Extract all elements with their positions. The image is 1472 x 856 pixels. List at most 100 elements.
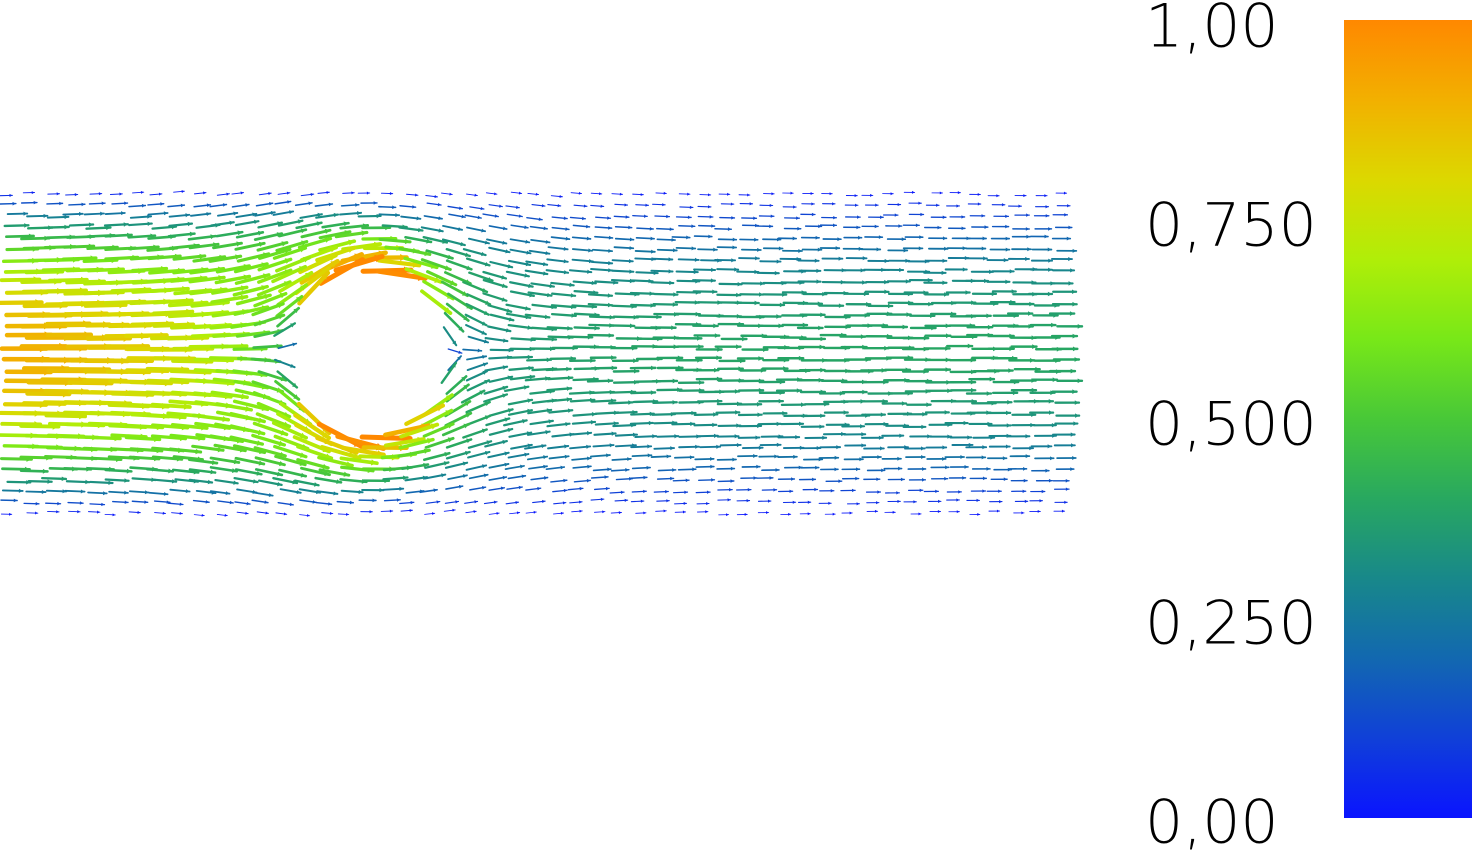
- vector-arrow: [229, 424, 266, 436]
- arrow-head: [269, 201, 273, 206]
- arrow-head: [529, 374, 535, 380]
- arrow-head: [268, 191, 272, 196]
- vector-arrow: [234, 241, 266, 251]
- arrow-head: [100, 211, 104, 216]
- arrow-head: [927, 277, 932, 283]
- arrow-head: [774, 454, 779, 459]
- arrow-head: [936, 203, 940, 207]
- arrow-head: [543, 455, 548, 460]
- arrow-head: [782, 411, 787, 416]
- arrow-head: [710, 464, 714, 469]
- arrow-head: [1070, 368, 1075, 374]
- arrow-head: [233, 459, 239, 465]
- arrow-head: [12, 201, 16, 206]
- arrow-head: [520, 464, 524, 469]
- arrow-head: [613, 421, 618, 426]
- arrow-head: [508, 317, 514, 322]
- arrow-head: [698, 344, 703, 349]
- arrow-head: [549, 283, 554, 289]
- arrow-head: [746, 499, 750, 503]
- arrow-head: [1072, 301, 1077, 307]
- arrow-head: [205, 500, 210, 504]
- arrow-head: [942, 280, 947, 285]
- arrow-head: [945, 465, 949, 470]
- vector-arrow: [334, 230, 369, 239]
- arrow-head: [88, 222, 94, 227]
- arrow-head: [884, 279, 889, 285]
- vector-arrow: [275, 255, 312, 273]
- arrow-head: [23, 211, 28, 216]
- arrow-head: [158, 192, 162, 196]
- arrow-head: [389, 191, 393, 196]
- vector-arrow: [318, 257, 366, 286]
- vector-arrow: [297, 270, 331, 306]
- arrow-head: [35, 501, 39, 506]
- arrow-head: [526, 250, 531, 255]
- arrow-head: [529, 292, 534, 298]
- vector-arrow: [272, 246, 308, 260]
- arrow-head: [119, 192, 123, 196]
- arrow-head: [257, 429, 264, 436]
- arrow-head: [567, 408, 573, 413]
- arrow-head: [801, 402, 806, 407]
- arrow-head: [1003, 477, 1008, 482]
- vector-arrow: [254, 456, 286, 467]
- vector-arrow: [84, 435, 122, 441]
- arrow-head: [434, 276, 441, 283]
- arrow-head: [1021, 511, 1025, 515]
- arrow-head: [507, 264, 513, 269]
- arrow-head: [484, 401, 490, 407]
- arrow-head: [306, 514, 310, 517]
- arrow-head: [643, 489, 647, 494]
- arrow-head: [518, 191, 522, 195]
- arrow-head: [838, 256, 843, 261]
- arrow-head: [300, 472, 306, 478]
- arrow-head: [836, 445, 841, 450]
- arrow-head: [482, 362, 488, 367]
- arrow-head: [499, 204, 503, 208]
- vector-arrow: [383, 437, 426, 448]
- arrow-head: [484, 240, 489, 245]
- arrow-head: [880, 446, 884, 451]
- arrow-head: [185, 489, 190, 494]
- arrow-head: [695, 444, 699, 449]
- arrow-head: [144, 490, 149, 495]
- arrow-head: [854, 194, 858, 198]
- arrow-head: [482, 354, 487, 359]
- arrow-head: [607, 467, 611, 472]
- arrow-head: [1022, 489, 1026, 493]
- arrow-head: [708, 234, 712, 239]
- arrow-head: [366, 191, 370, 195]
- arrow-head: [276, 232, 282, 238]
- arrow-head: [653, 270, 658, 276]
- arrow-head: [758, 445, 763, 450]
- arrow-head: [928, 301, 933, 307]
- arrow-head: [815, 235, 820, 240]
- arrow-head: [878, 435, 883, 440]
- arrow-head: [567, 326, 572, 331]
- arrow-head: [565, 227, 569, 231]
- arrow-head: [819, 344, 824, 350]
- arrow-head: [328, 202, 333, 207]
- arrow-head: [435, 405, 443, 412]
- vector-arrow: [293, 413, 332, 441]
- arrow-head: [431, 512, 435, 516]
- vector-arrow: [399, 422, 440, 439]
- arrow-head: [551, 337, 556, 342]
- vector-arrow: [298, 253, 338, 275]
- arrow-head: [1005, 214, 1009, 219]
- arrow-head: [462, 461, 468, 466]
- arrow-head: [773, 488, 777, 492]
- arrow-head: [776, 442, 781, 447]
- arrow-head: [392, 205, 396, 210]
- arrow-head: [950, 311, 956, 317]
- arrow-head: [771, 192, 775, 196]
- vector-arrow: [25, 391, 72, 397]
- arrow-head: [1073, 421, 1078, 426]
- arrow-head: [758, 356, 763, 361]
- arrow-head: [890, 192, 894, 196]
- arrow-head: [253, 219, 259, 225]
- arrow-head: [349, 500, 354, 505]
- arrow-head: [906, 312, 911, 317]
